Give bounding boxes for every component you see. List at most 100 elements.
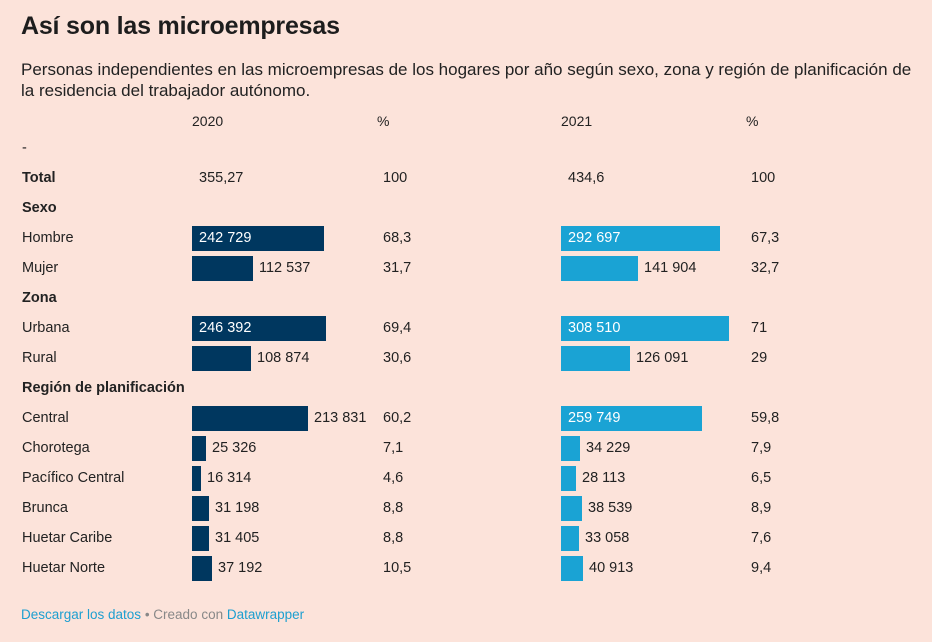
bar-2021 xyxy=(561,316,729,341)
row-label: Sexo xyxy=(22,200,57,216)
bar-value-label-2020: 112 537 xyxy=(259,260,311,276)
row-label: Brunca xyxy=(22,500,68,516)
bar-2020 xyxy=(192,436,206,461)
bar-value-label-2020: 31 405 xyxy=(215,530,260,546)
pct-2020: 69,4 xyxy=(383,320,412,336)
pct-2021: 8,9 xyxy=(751,500,772,516)
bar-2021 xyxy=(561,346,630,371)
pct-2020: 4,6 xyxy=(383,470,404,486)
pct-2021: 29 xyxy=(751,350,768,366)
bar-value-label-2021: 33 058 xyxy=(585,530,630,546)
bar-2020 xyxy=(192,316,326,341)
bar-2021 xyxy=(561,496,582,521)
column-header-pct-2020: % xyxy=(377,113,390,129)
pct-2020: 30,6 xyxy=(383,350,412,366)
bar-2020 xyxy=(192,496,209,521)
chart-footer: Descargar los datos • Creado con Datawra… xyxy=(21,607,304,622)
bar-value-label-2020: 246 392 xyxy=(199,320,252,336)
row-label: Total xyxy=(22,170,56,186)
table-row: - xyxy=(0,134,932,164)
bar-value-label-2020: 25 326 xyxy=(212,440,257,456)
bar-2021 xyxy=(561,436,580,461)
table-row: Mujer 112 537 31,7 141 904 32,7 xyxy=(0,254,932,284)
group-header-row: Sexo xyxy=(0,194,932,224)
chart-subtitle: Personas independientes en las microempr… xyxy=(21,60,912,100)
bar-value-label-2020: 31 198 xyxy=(215,500,260,516)
column-header-pct-2021: % xyxy=(746,113,759,129)
total-pct-2021: 100 xyxy=(751,170,776,186)
row-label: Chorotega xyxy=(22,440,90,456)
row-label: Huetar Norte xyxy=(22,560,106,576)
bar-value-label-2021: 292 697 xyxy=(568,230,621,246)
table-row: Huetar Caribe 31 405 8,8 33 058 7,6 xyxy=(0,524,932,554)
bar-2020 xyxy=(192,346,251,371)
pct-2020: 8,8 xyxy=(383,530,404,546)
bar-2020 xyxy=(192,466,201,491)
row-label: Mujer xyxy=(22,260,59,276)
pct-2021: 6,5 xyxy=(751,470,772,486)
pct-2020: 68,3 xyxy=(383,230,412,246)
bar-2020 xyxy=(192,556,212,581)
row-label: - xyxy=(22,140,27,156)
bar-value-label-2020: 16 314 xyxy=(207,470,252,486)
pct-2020: 31,7 xyxy=(383,260,412,276)
bar-2021 xyxy=(561,406,702,431)
bar-value-label-2021: 34 229 xyxy=(586,440,631,456)
table-row: Pacífico Central 16 314 4,6 28 113 6,5 xyxy=(0,464,932,494)
total-pct-2020: 100 xyxy=(383,170,408,186)
bar-value-label-2021: 40 913 xyxy=(589,560,634,576)
row-label: Zona xyxy=(22,290,57,306)
pct-2021: 9,4 xyxy=(751,560,772,576)
column-header-2020: 2020 xyxy=(192,113,224,129)
pct-2021: 32,7 xyxy=(751,260,780,276)
table-row: Urbana 246 392 69,4 308 510 71 xyxy=(0,314,932,344)
row-label: Urbana xyxy=(22,320,70,336)
bar-value-label-2020: 213 831 xyxy=(314,410,367,426)
download-data-link[interactable]: Descargar los datos xyxy=(21,607,142,622)
bar-2021 xyxy=(561,526,579,551)
chart-title: Así son las microempresas xyxy=(21,12,340,40)
pct-2021: 59,8 xyxy=(751,410,780,426)
bar-2021 xyxy=(561,556,583,581)
table-row: Hombre 242 729 68,3 292 697 67,3 xyxy=(0,224,932,254)
bar-2021 xyxy=(561,466,576,491)
total-value-2021: 434,6 xyxy=(568,170,605,186)
pct-2021: 7,6 xyxy=(751,530,772,546)
bar-value-label-2021: 28 113 xyxy=(582,470,626,486)
row-label: Huetar Caribe xyxy=(22,530,113,546)
bar-2020 xyxy=(192,256,253,281)
table-row: Huetar Norte 37 192 10,5 40 913 9,4 xyxy=(0,554,932,584)
bar-value-label-2020: 242 729 xyxy=(199,230,252,246)
bar-value-label-2020: 37 192 xyxy=(218,560,263,576)
row-label: Rural xyxy=(22,350,57,366)
bar-2021 xyxy=(561,256,638,281)
row-label: Central xyxy=(22,410,69,426)
table-row: Total 355,27 100 434,6 100 xyxy=(0,164,932,194)
datawrapper-link[interactable]: Datawrapper xyxy=(226,607,305,622)
table-row: Chorotega 25 326 7,1 34 229 7,9 xyxy=(0,434,932,464)
row-label: Región de planificación xyxy=(22,380,185,396)
row-label: Hombre xyxy=(22,230,74,246)
table-row: Central 213 831 60,2 259 749 59,8 xyxy=(0,404,932,434)
pct-2020: 7,1 xyxy=(383,440,404,456)
footer-separator: • Creado con xyxy=(141,607,227,622)
pct-2020: 60,2 xyxy=(383,410,412,426)
bar-value-label-2021: 259 749 xyxy=(568,410,621,426)
table-row: Brunca 31 198 8,8 38 539 8,9 xyxy=(0,494,932,524)
pct-2021: 71 xyxy=(751,320,768,336)
bar-value-label-2021: 126 091 xyxy=(636,350,689,366)
table-row: Rural 108 874 30,6 126 091 29 xyxy=(0,344,932,374)
bar-value-label-2021: 308 510 xyxy=(568,320,621,336)
bar-value-label-2021: 141 904 xyxy=(644,260,697,276)
bar-2021 xyxy=(561,226,720,251)
pct-2020: 10,5 xyxy=(383,560,412,576)
group-header-row: Zona xyxy=(0,284,932,314)
pct-2020: 8,8 xyxy=(383,500,404,516)
total-value-2020: 355,27 xyxy=(199,170,244,186)
bar-value-label-2020: 108 874 xyxy=(257,350,310,366)
bar-2020 xyxy=(192,526,209,551)
bar-value-label-2021: 38 539 xyxy=(588,500,633,516)
pct-2021: 67,3 xyxy=(751,230,780,246)
pct-2021: 7,9 xyxy=(751,440,772,456)
row-label: Pacífico Central xyxy=(22,470,125,486)
